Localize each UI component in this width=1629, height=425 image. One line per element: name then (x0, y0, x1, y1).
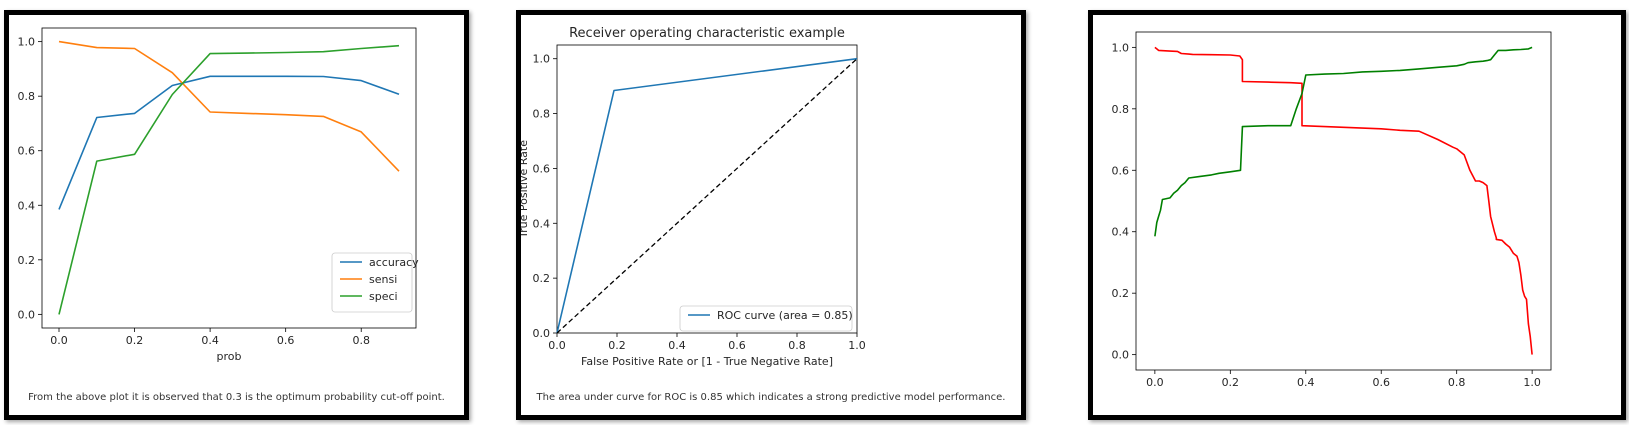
tradeoff-panel: 0.0 0.2 0.4 0.6 0.8 1.0 0.0 0.2 0.4 0.6 0.8 1.0 (1088, 10, 1626, 420)
series-0-line (1154, 46, 1533, 355)
legend-entry: sensi (369, 273, 397, 286)
cutoff-chart: 0.0 0.2 0.4 0.6 0.8 0.0 0.2 0.4 0.6 0.8 1.0 prob acc… (18, 27, 419, 363)
x-tick-label: 0.2 (608, 339, 626, 352)
x-tick-label: 0.2 (126, 334, 144, 347)
roc-caption: The area under curve for ROC is 0.85 whi… (536, 392, 1006, 403)
x-tick-label: 0.0 (548, 339, 566, 352)
x-tick-label: 0.4 (1297, 376, 1315, 389)
x-tick-label: 1.0 (1523, 376, 1541, 389)
y-tick-label: 0.4 (533, 217, 551, 230)
y-tick-label: 1.0 (533, 53, 551, 66)
plot-area-frame (556, 44, 858, 334)
x-tick-label: 0.8 (1448, 376, 1466, 389)
roc-curve-area-0-85-line (556, 57, 858, 334)
x-tick-label: 0.6 (277, 334, 295, 347)
plot-area-frame (1135, 31, 1552, 371)
x-tick-label: 0.4 (201, 334, 219, 347)
y-tick-label: 0.8 (18, 90, 36, 103)
y-tick-label: 1.0 (18, 36, 36, 49)
plot-area-frame (41, 27, 417, 329)
legend-box (331, 252, 413, 313)
accuracy-line (58, 75, 400, 210)
y-tick-label: 0.2 (533, 272, 551, 285)
x-tick-label: 0.4 (668, 339, 686, 352)
legend-entry: speci (369, 290, 398, 303)
y-tick-label: 0.6 (1112, 164, 1130, 177)
chart-title: Receiver operating characteristic exampl… (569, 26, 845, 41)
legend-box (679, 305, 853, 332)
x-tick-label: 0.0 (50, 334, 68, 347)
y-tick-label: 0.2 (1112, 287, 1130, 300)
roc-panel: 0.0 0.2 0.4 0.6 0.8 1.0 0.0 0.2 0.4 0.6 0.8 1.0 Rece… (516, 10, 1026, 420)
y-tick-label: 0.2 (18, 254, 36, 267)
tradeoff-chart: 0.0 0.2 0.4 0.6 0.8 1.0 0.0 0.2 0.4 0.6 0.8 1.0 (1112, 31, 1552, 389)
x-tick-label: 1.0 (848, 339, 866, 352)
roc-chart: 0.0 0.2 0.4 0.6 0.8 1.0 0.0 0.2 0.4 0.6 0.8 1.0 Rece… (521, 26, 866, 368)
y-tick-label: 0.8 (533, 108, 551, 121)
speci-line (58, 44, 400, 315)
accuracy-sensitivity-specificity-panel: 0.0 0.2 0.4 0.6 0.8 0.0 0.2 0.4 0.6 0.8 1.0 prob acc… (4, 10, 469, 420)
y-tick-label: 0.8 (1112, 103, 1130, 116)
y-axis-label: True Positive Rate (517, 140, 530, 239)
y-tick-label: 1.0 (1112, 41, 1130, 54)
x-tick-label: 0.2 (1222, 376, 1240, 389)
y-tick-label: 0.6 (18, 145, 36, 158)
y-tick-label: 0.0 (533, 327, 551, 340)
x-axis-label: False Positive Rate or [1 - True Negativ… (581, 355, 833, 368)
x-tick-label: 0.6 (728, 339, 746, 352)
y-tick-label: 0.4 (1112, 226, 1130, 239)
x-tick-label: 0.0 (1146, 376, 1164, 389)
cutoff-caption: From the above plot it is observed that … (28, 392, 445, 403)
y-tick-label: 0.0 (18, 308, 36, 321)
x-tick-label: 0.8 (788, 339, 806, 352)
legend-entry: accuracy (369, 256, 419, 269)
legend-entry: ROC curve (area = 0.85) (717, 309, 853, 322)
sensi-line (58, 40, 400, 172)
series-1-line (556, 58, 858, 334)
y-tick-label: 0.6 (533, 162, 551, 175)
x-axis-label: prob (217, 350, 242, 363)
x-tick-label: 0.8 (352, 334, 370, 347)
y-tick-label: 0.0 (1112, 349, 1130, 362)
y-tick-label: 0.4 (18, 199, 36, 212)
series-1-line (1154, 46, 1533, 237)
x-tick-label: 0.6 (1372, 376, 1390, 389)
